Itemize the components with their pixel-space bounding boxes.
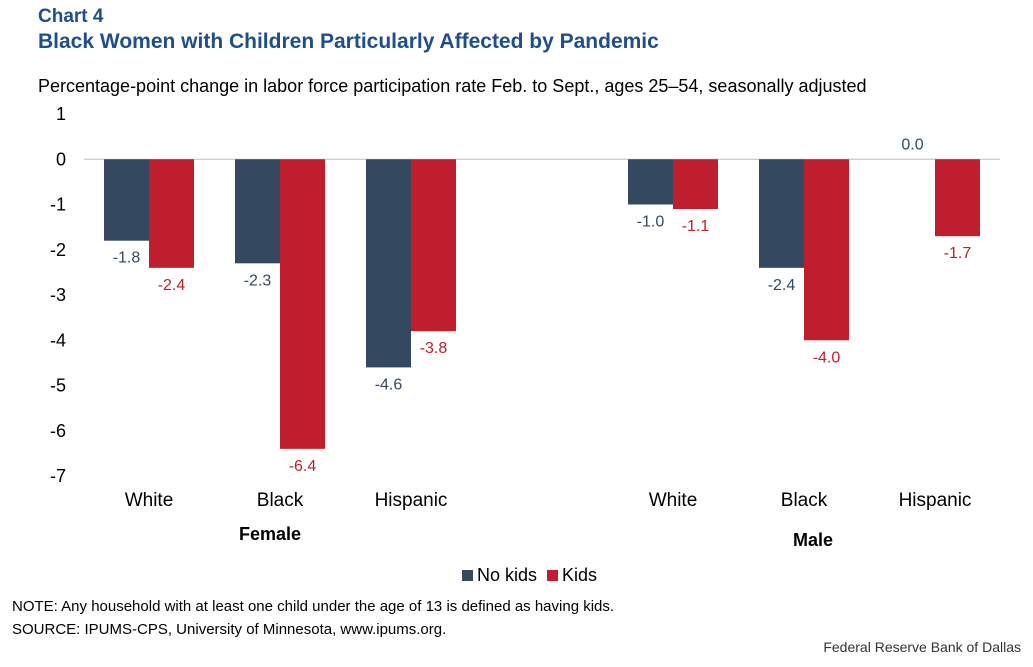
x-category-label: White — [649, 490, 698, 511]
data-label: -6.4 — [289, 458, 317, 475]
legend-item-kids: Kids — [547, 565, 597, 586]
y-tick-label: -6 — [50, 421, 66, 441]
bar-kids — [673, 159, 718, 210]
bar-no-kids — [235, 159, 280, 264]
legend-item-no-kids: No kids — [462, 565, 537, 586]
bar-no-kids — [628, 159, 673, 205]
legend: No kids Kids — [462, 565, 607, 586]
data-label: -2.4 — [768, 277, 796, 294]
group-label: Female — [239, 524, 301, 544]
x-category-label: Hispanic — [899, 490, 972, 511]
legend-swatch-no-kids — [462, 570, 473, 581]
x-category-label: White — [125, 490, 174, 511]
x-category-label: Hispanic — [375, 490, 448, 511]
data-label: 0.0 — [901, 136, 923, 153]
bar-no-kids — [759, 159, 804, 268]
y-tick-label: -7 — [50, 466, 66, 486]
bar-chart: 1 0 -1 -2 -3 -4 -5 -6 -7 -1.8 -2.4 White -2.3 -6.4 Bla… — [50, 104, 1000, 550]
data-label: -4.6 — [375, 376, 403, 393]
footnote-note: NOTE: Any household with at least one ch… — [12, 598, 615, 615]
bar-kids — [804, 159, 849, 341]
y-tick-label: 0 — [56, 149, 66, 169]
data-label: -1.0 — [637, 214, 665, 231]
chart-number: Chart 4 — [38, 6, 104, 27]
y-tick-label: -1 — [50, 195, 66, 215]
group-label: Male — [793, 530, 833, 550]
credit: Federal Reserve Bank of Dallas — [823, 639, 1021, 655]
y-tick-label: -3 — [50, 285, 66, 305]
data-label: -1.8 — [113, 250, 141, 267]
data-label: -1.1 — [682, 218, 710, 235]
x-category-label: Black — [781, 490, 828, 511]
legend-swatch-kids — [547, 570, 559, 581]
chart-title: Black Women with Children Particularly A… — [38, 30, 659, 53]
data-label: -3.8 — [420, 340, 448, 357]
footnote-source: SOURCE: IPUMS-CPS, University of Minneso… — [12, 621, 447, 638]
bar-kids — [411, 159, 456, 332]
legend-label-kids: Kids — [562, 565, 598, 585]
y-tick-label: -2 — [50, 240, 66, 260]
bar-kids — [280, 159, 325, 449]
data-label: -1.7 — [944, 245, 972, 262]
data-label: -2.4 — [158, 277, 186, 294]
y-tick-label: -4 — [50, 330, 66, 350]
chart-subtitle: Percentage-point change in labor force p… — [38, 76, 867, 96]
data-label: -2.3 — [244, 272, 272, 289]
bar-no-kids — [366, 159, 411, 368]
legend-label-no-kids: No kids — [477, 565, 538, 585]
bar-kids — [935, 159, 980, 237]
bar-no-kids — [104, 159, 149, 241]
bar-kids — [149, 159, 194, 268]
data-label: -4.0 — [813, 349, 841, 366]
y-tick-label: -5 — [50, 376, 66, 396]
x-category-label: Black — [257, 490, 304, 511]
y-tick-label: 1 — [56, 104, 66, 124]
